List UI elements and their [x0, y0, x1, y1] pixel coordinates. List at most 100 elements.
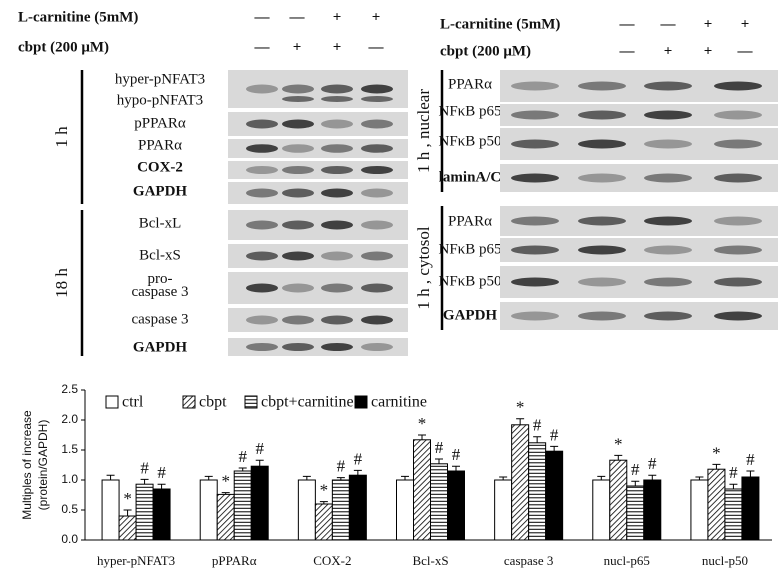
- error-bar: [401, 475, 409, 480]
- header-label: L-carnitine (5mM): [440, 16, 560, 32]
- blot-band: [714, 277, 762, 287]
- row-label-line: pro-: [148, 271, 173, 287]
- error-bar: [499, 476, 508, 480]
- significance-mark: *: [123, 489, 132, 508]
- group-label: 1 h: [52, 126, 71, 148]
- error-bar: [648, 474, 657, 480]
- blot-band: [714, 311, 762, 321]
- bar: [592, 479, 611, 541]
- error-bar: [597, 475, 606, 480]
- legend-swatch: [354, 395, 368, 409]
- blot-band: [321, 188, 353, 198]
- bar: [741, 476, 760, 541]
- legend-swatch: [182, 395, 196, 409]
- blot-strip: [228, 182, 408, 204]
- bar: [331, 479, 350, 541]
- blot-band: [578, 311, 626, 321]
- error-bar: [418, 434, 426, 440]
- significance-mark: *: [320, 481, 329, 500]
- bar: [707, 468, 726, 541]
- y-tick-label: 1.5: [61, 442, 78, 456]
- blot-band: [282, 119, 314, 129]
- blot-band: [321, 315, 353, 325]
- bar: [545, 450, 564, 541]
- blot-band: [361, 283, 393, 293]
- blot-band: [321, 119, 353, 129]
- blot-band: [321, 96, 353, 102]
- row-label: PPARα: [448, 213, 492, 229]
- group-label: 18 h: [52, 268, 71, 298]
- blot-band: [282, 315, 314, 325]
- bar: [724, 488, 743, 541]
- header-sign: +: [333, 39, 342, 55]
- header-label: cbpt (200 μM): [440, 43, 531, 59]
- header-label: cbpt (200 μM): [18, 39, 109, 55]
- header-sign: —: [660, 16, 677, 32]
- significance-mark: *: [418, 414, 427, 433]
- blot-band: [282, 144, 314, 153]
- blot-band: [578, 245, 626, 255]
- header-sign: —: [254, 39, 271, 55]
- header-sign: —: [368, 39, 385, 55]
- blot-band: [246, 144, 278, 153]
- row-label: pPPARα: [134, 115, 186, 131]
- blot-band: [578, 110, 626, 120]
- error-bar: [221, 492, 230, 495]
- row-label: GAPDH: [133, 183, 187, 199]
- blot-band: [361, 220, 393, 230]
- blot-band: [361, 251, 393, 261]
- error-bar: [238, 467, 247, 471]
- significance-mark: #: [238, 447, 247, 466]
- error-bar: [255, 459, 264, 467]
- blot-band: [246, 220, 278, 230]
- legend-label: ctrl: [122, 394, 144, 411]
- blot-band: [246, 188, 278, 198]
- blot-band: [714, 110, 762, 120]
- row-label: NFκB p50: [439, 133, 502, 149]
- blot-band: [246, 119, 278, 129]
- blot-band: [361, 119, 393, 129]
- blot-band: [246, 165, 278, 175]
- blot-band: [714, 173, 762, 183]
- error-bar: [695, 476, 704, 480]
- x-tick-label: hyper-pNFAT3: [97, 553, 175, 568]
- error-bar: [516, 418, 525, 425]
- header-sign: —: [737, 43, 754, 59]
- bar: [297, 479, 316, 541]
- row-label: Bcl-xS: [139, 247, 181, 263]
- blot-band: [246, 84, 278, 94]
- error-bar: [302, 475, 311, 480]
- blot-band: [282, 96, 314, 102]
- header-sign: +: [293, 39, 302, 55]
- legend-swatch: [105, 395, 119, 409]
- row-label: caspase 3: [131, 311, 188, 327]
- y-tick-label: 1.0: [61, 472, 78, 486]
- group-label: 1 h , nuclear: [414, 89, 433, 173]
- x-tick-label: Bcl-xS: [412, 553, 448, 568]
- blot-band: [361, 315, 393, 325]
- error-bar: [353, 469, 362, 476]
- legend-label: cbpt: [199, 394, 227, 411]
- error-bar: [631, 480, 640, 486]
- group-label: 1 h , cytosol: [414, 226, 433, 309]
- blot-band: [321, 342, 353, 352]
- x-tick-label: nucl-p50: [702, 553, 748, 568]
- error-bar: [106, 474, 115, 480]
- row-label: NFκB p50: [439, 273, 502, 289]
- blot-band: [321, 220, 353, 230]
- blot-band: [578, 81, 626, 91]
- legend-label: carnitine: [371, 394, 427, 411]
- row-label: Bcl-xL: [139, 215, 182, 231]
- bar: [216, 493, 235, 541]
- bar: [528, 442, 547, 541]
- blot-band: [644, 139, 692, 149]
- x-tick-label: nucl-p65: [604, 553, 650, 568]
- significance-mark: #: [157, 463, 166, 482]
- bar: [430, 463, 448, 541]
- blot-strip: [228, 161, 408, 179]
- blot-band: [282, 188, 314, 198]
- blot-band: [511, 216, 559, 226]
- blot-band: [282, 342, 314, 352]
- significance-mark: #: [452, 445, 461, 464]
- significance-mark: #: [435, 438, 444, 457]
